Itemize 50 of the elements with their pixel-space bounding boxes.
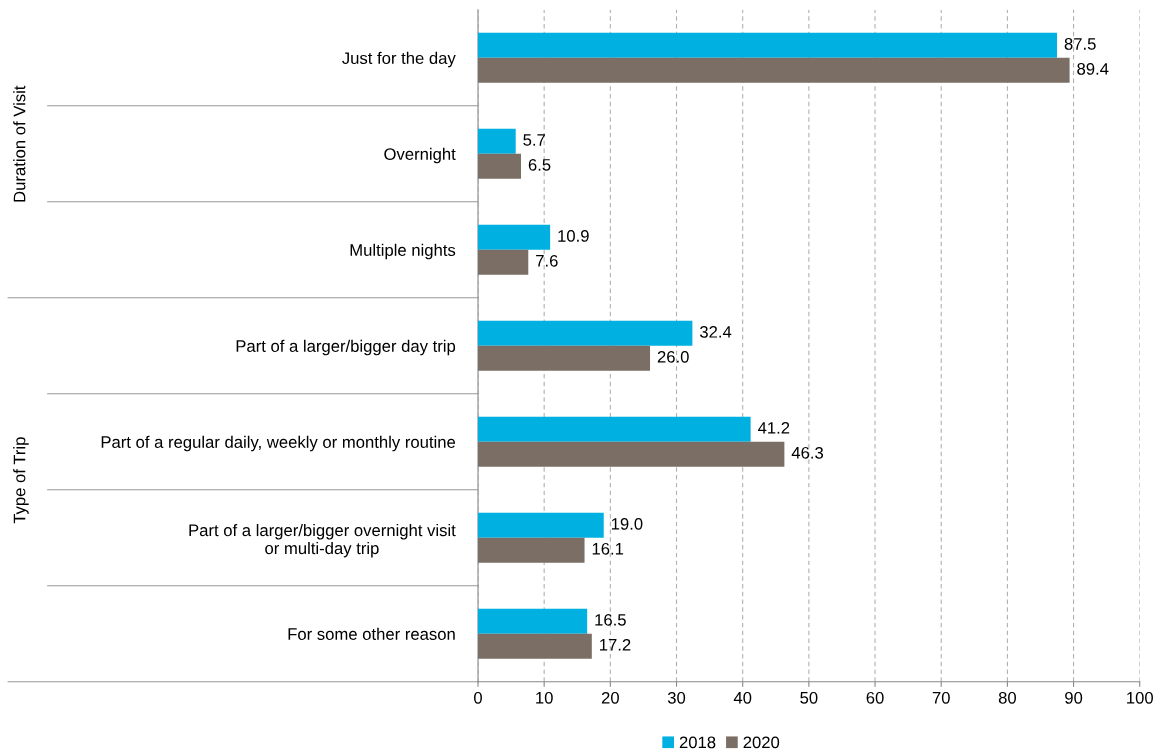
data-label: 26.0 (657, 350, 689, 363)
x-tick-label: 50 (800, 691, 818, 704)
data-label: 32.4 (699, 325, 732, 338)
bar (477, 320, 693, 346)
x-tick-label: 70 (932, 691, 950, 704)
text: Duration of Visit (13, 85, 26, 202)
y-tick-label: Multiple nights (350, 243, 456, 260)
data-label: 19.0 (611, 517, 643, 530)
legend-label: 2020 (743, 736, 780, 749)
bar (477, 512, 604, 538)
x-tick-label: 10 (536, 691, 553, 704)
bar (477, 345, 651, 371)
bar (477, 608, 588, 634)
x-tick-label: 0 (474, 691, 482, 704)
legend-label: 2018 (679, 736, 716, 749)
data-label: 10.9 (558, 229, 589, 242)
bar (477, 537, 585, 563)
x-tick-label: 40 (733, 691, 752, 704)
y-tick-label: Overnight (384, 147, 456, 164)
bar (477, 57, 1070, 83)
bar (477, 633, 592, 659)
y-tick-label: Just for the day (342, 51, 456, 68)
bar (477, 32, 1058, 58)
bar (477, 128, 516, 154)
y-tick-label: Part of a regular daily, weekly or monthly routine (101, 435, 456, 452)
x-tick-label: 90 (1065, 691, 1083, 704)
data-label: 16.1 (592, 542, 624, 555)
bar (477, 153, 522, 179)
bar (477, 441, 785, 467)
y-tick-label: Part of a larger/bigger overnight visit or multi-day trip (189, 523, 456, 558)
x-tick-label: 80 (998, 691, 1017, 704)
x-tick-label: 60 (866, 691, 884, 704)
x-tick-label: 100 (1127, 691, 1153, 704)
data-label: 89.4 (1077, 62, 1109, 75)
data-label: 17.2 (600, 638, 631, 651)
y-tick-label: For some other reason (288, 627, 455, 640)
data-label: 5.7 (523, 134, 545, 146)
bar (477, 416, 751, 442)
data-label: 7.6 (536, 254, 558, 267)
bar (477, 249, 529, 275)
text: Type of Trip (13, 437, 29, 524)
x-tick-label: 30 (667, 691, 686, 704)
bar (477, 224, 551, 250)
data-label: 46.3 (791, 446, 824, 459)
y-tick-label: Part of a larger/bigger day trip (236, 339, 456, 356)
data-label: 41.2 (757, 421, 790, 434)
data-label: 6.5 (528, 158, 551, 171)
x-tick-label: 20 (601, 691, 619, 704)
data-label: 87.5 (1064, 38, 1096, 50)
data-label: 16.5 (595, 613, 626, 626)
